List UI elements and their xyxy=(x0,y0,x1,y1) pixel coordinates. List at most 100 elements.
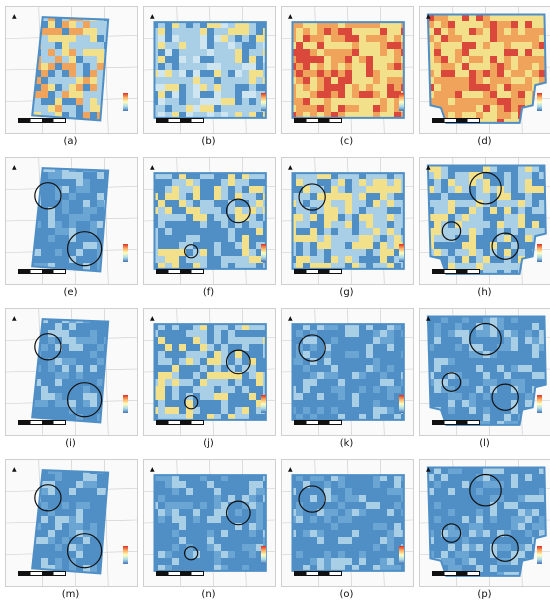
color-legend xyxy=(261,93,266,111)
scale-bar xyxy=(18,571,66,576)
raster-area xyxy=(282,460,413,586)
map-frame: ▲ xyxy=(143,157,276,285)
map-graphic xyxy=(6,7,137,133)
map-frame: ▲ xyxy=(5,6,138,134)
map-frame: ▲ xyxy=(419,157,550,285)
north-arrow-icon: ▲ xyxy=(12,315,17,322)
raster-area xyxy=(282,309,413,435)
map-panel: ▲ (d) xyxy=(416,4,550,154)
color-legend xyxy=(537,395,542,413)
scale-bar xyxy=(432,420,480,425)
raster-area xyxy=(144,309,275,435)
raster-area xyxy=(420,7,550,133)
raster-area xyxy=(6,7,137,133)
panel-caption: (a) xyxy=(2,136,139,150)
north-arrow-icon: ▲ xyxy=(288,466,293,473)
scale-bar xyxy=(156,571,204,576)
scale-bar xyxy=(294,420,342,425)
raster-area xyxy=(420,158,550,284)
map-frame: ▲ xyxy=(143,6,276,134)
panel-caption: (d) xyxy=(416,136,550,150)
scale-bar xyxy=(18,420,66,425)
color-legend xyxy=(123,93,128,111)
raster-area xyxy=(420,460,550,586)
scale-bar xyxy=(156,269,204,274)
map-panel: ▲ (p) xyxy=(416,457,550,607)
panel-caption: (o) xyxy=(278,589,415,603)
map-frame: ▲ xyxy=(419,308,550,436)
map-panel: ▲ (h) xyxy=(416,155,550,305)
map-frame: ▲ xyxy=(281,459,414,587)
north-arrow-icon: ▲ xyxy=(426,466,431,473)
panel-caption: (b) xyxy=(140,136,277,150)
map-graphic xyxy=(282,7,413,133)
panel-caption: (f) xyxy=(140,287,277,301)
north-arrow-icon: ▲ xyxy=(150,13,155,20)
panel-caption: (h) xyxy=(416,287,550,301)
color-legend xyxy=(399,93,404,111)
map-panel: ▲ (a) xyxy=(2,4,139,154)
map-graphic xyxy=(6,158,137,284)
scale-bar xyxy=(294,269,342,274)
map-graphic xyxy=(420,158,550,284)
map-frame: ▲ xyxy=(5,157,138,285)
raster-area xyxy=(6,309,137,435)
map-panel: ▲(i) xyxy=(2,306,139,456)
panel-caption: (m) xyxy=(2,589,139,603)
raster-area xyxy=(282,158,413,284)
map-frame: ▲ xyxy=(5,459,138,587)
north-arrow-icon: ▲ xyxy=(288,164,293,171)
panel-caption: (c) xyxy=(278,136,415,150)
scale-bar xyxy=(156,420,204,425)
scale-bar xyxy=(432,118,480,123)
raster-area xyxy=(420,309,550,435)
color-legend xyxy=(399,546,404,564)
raster-area xyxy=(282,7,413,133)
map-panel: ▲(l) xyxy=(416,306,550,456)
color-legend xyxy=(399,395,404,413)
map-graphic xyxy=(144,460,275,586)
scale-bar xyxy=(432,571,480,576)
map-frame: ▲ xyxy=(419,459,550,587)
map-frame: ▲ xyxy=(5,308,138,436)
north-arrow-icon: ▲ xyxy=(150,164,155,171)
map-panel: ▲ (f) xyxy=(140,155,277,305)
color-legend xyxy=(537,93,542,111)
map-panel: ▲ (b) xyxy=(140,4,277,154)
raster-area xyxy=(6,460,137,586)
north-arrow-icon: ▲ xyxy=(12,13,17,20)
map-graphic xyxy=(282,460,413,586)
map-graphic xyxy=(420,460,550,586)
map-graphic xyxy=(420,309,550,435)
color-legend xyxy=(261,546,266,564)
map-panel: ▲ (o) xyxy=(278,457,415,607)
map-graphic xyxy=(420,7,550,133)
north-arrow-icon: ▲ xyxy=(426,164,431,171)
panel-caption: (n) xyxy=(140,589,277,603)
north-arrow-icon: ▲ xyxy=(12,164,17,171)
map-panel: ▲(k) xyxy=(278,306,415,456)
map-graphic xyxy=(144,158,275,284)
panel-caption: (j) xyxy=(140,438,277,452)
color-legend xyxy=(261,244,266,262)
raster-area xyxy=(144,7,275,133)
map-panel: ▲ (g) xyxy=(278,155,415,305)
map-panel: ▲ (j) xyxy=(140,306,277,456)
map-graphic xyxy=(282,158,413,284)
color-legend xyxy=(537,244,542,262)
color-legend xyxy=(537,546,542,564)
north-arrow-icon: ▲ xyxy=(12,466,17,473)
map-frame: ▲ xyxy=(419,6,550,134)
color-legend xyxy=(123,244,128,262)
north-arrow-icon: ▲ xyxy=(288,13,293,20)
color-legend xyxy=(123,395,128,413)
north-arrow-icon: ▲ xyxy=(150,315,155,322)
panel-caption: (g) xyxy=(278,287,415,301)
north-arrow-icon: ▲ xyxy=(150,466,155,473)
raster-area xyxy=(144,158,275,284)
map-frame: ▲ xyxy=(281,6,414,134)
map-panel: ▲(e) xyxy=(2,155,139,305)
panel-caption: (p) xyxy=(416,589,550,603)
map-panel: ▲ (m) xyxy=(2,457,139,607)
map-frame: ▲ xyxy=(143,308,276,436)
